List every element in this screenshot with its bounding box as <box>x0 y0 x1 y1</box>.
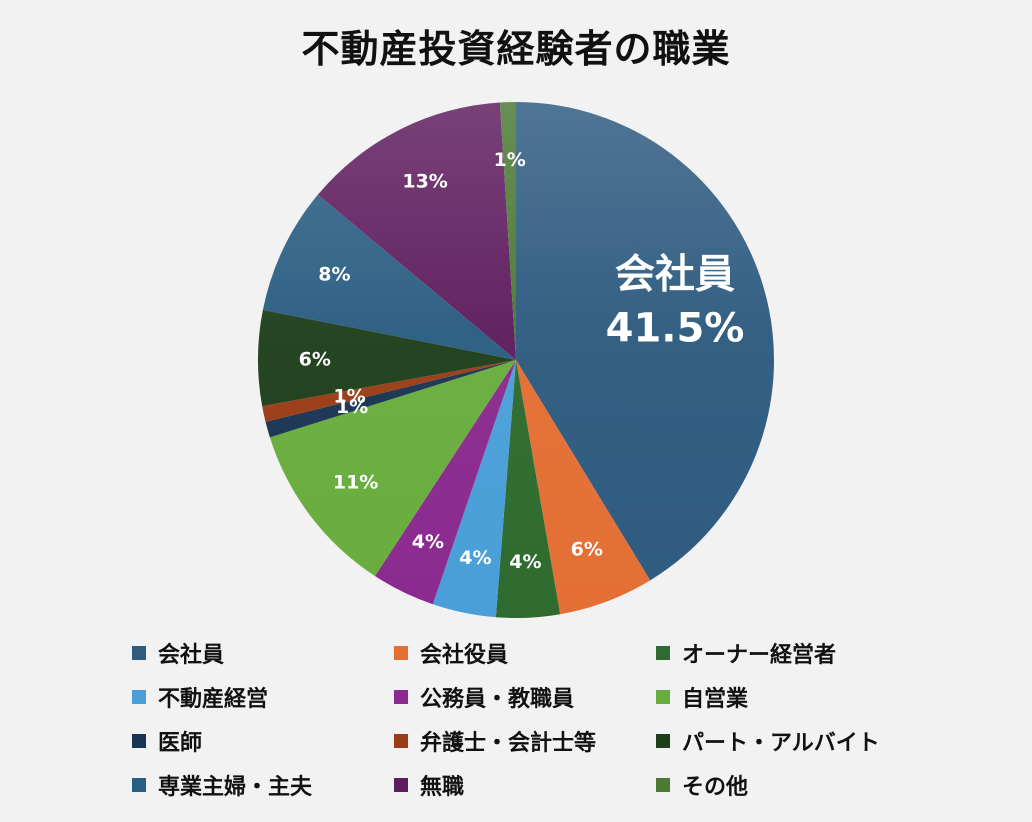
legend-item: 不動産経営 <box>132 682 394 712</box>
legend-item: 自営業 <box>656 682 918 712</box>
legend-swatch <box>656 778 670 792</box>
legend-label: パート・アルバイト <box>682 731 880 756</box>
slice-label-value: 6% <box>299 348 331 370</box>
legend-label: 弁護士・会計士等 <box>420 731 597 756</box>
pie-sheen <box>258 102 774 618</box>
slice-label-value: 1% <box>333 386 365 408</box>
legend-item: 専業主婦・主夫 <box>132 770 394 800</box>
slice-label-value: 1% <box>494 149 526 171</box>
slice-label-name: 会社員 <box>615 251 735 297</box>
legend-label: 会社役員 <box>420 643 509 668</box>
legend-label: オーナー経営者 <box>682 643 837 668</box>
legend-swatch <box>394 646 408 660</box>
slice-label-value: 6% <box>571 538 603 560</box>
legend-item: その他 <box>656 770 918 800</box>
legend-swatch <box>394 690 408 704</box>
legend-swatch <box>132 690 146 704</box>
legend-item: 会社役員 <box>394 638 656 668</box>
legend-label: 不動産経営 <box>158 687 269 712</box>
legend-swatch <box>132 778 146 792</box>
legend-item: 医師 <box>132 726 394 756</box>
chart-title: 不動産投資経験者の職業 <box>301 27 731 71</box>
legend-item: 弁護士・会計士等 <box>394 726 656 756</box>
legend-label: 会社員 <box>158 643 225 668</box>
legend-item: 無職 <box>394 770 656 800</box>
slice-label-value: 13% <box>402 171 447 193</box>
slice-label-value: 8% <box>318 263 350 285</box>
legend-label: 自営業 <box>682 687 749 712</box>
slice-label-value: 4% <box>459 547 491 569</box>
slice-label-value: 41.5% <box>606 305 745 351</box>
legend-item: 公務員・教職員 <box>394 682 656 712</box>
legend: 会社員 会社役員 オーナー経営者不動産経営 公務員・教職員 自営業医師 弁護士・会計士等 パ… <box>132 638 952 800</box>
slice-label-value: 1% <box>336 396 368 418</box>
legend-label: 専業主婦・主夫 <box>158 775 313 800</box>
slice-label-value: 11% <box>333 472 378 494</box>
legend-label: 医師 <box>158 731 203 756</box>
slice-label-value: 4% <box>412 531 444 553</box>
legend-item: オーナー経営者 <box>656 638 918 668</box>
slice-label-value: 4% <box>509 551 541 573</box>
legend-swatch <box>656 734 670 748</box>
legend-item: パート・アルバイト <box>656 726 918 756</box>
legend-swatch <box>132 646 146 660</box>
legend-label: その他 <box>682 775 749 800</box>
legend-swatch <box>394 734 408 748</box>
legend-label: 公務員・教職員 <box>420 687 575 712</box>
legend-swatch <box>656 690 670 704</box>
legend-label: 無職 <box>420 775 465 800</box>
legend-swatch <box>394 778 408 792</box>
legend-item: 会社員 <box>132 638 394 668</box>
legend-swatch <box>656 646 670 660</box>
legend-swatch <box>132 734 146 748</box>
